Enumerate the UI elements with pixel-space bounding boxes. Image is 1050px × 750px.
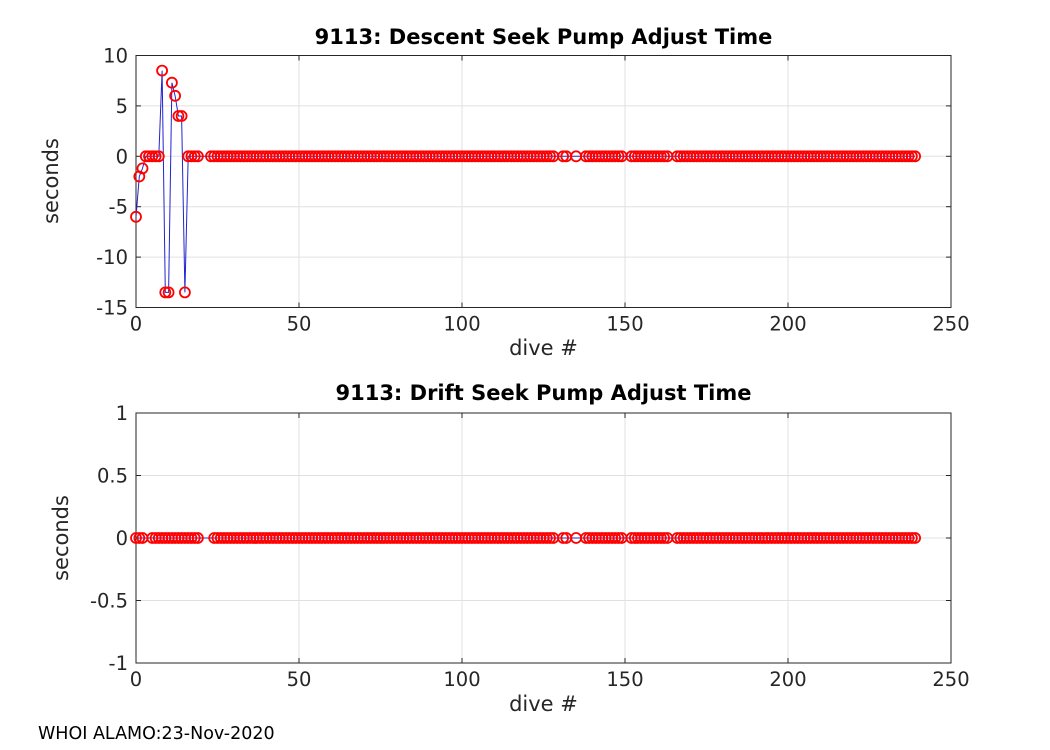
y-tick-label: -1 — [109, 652, 128, 675]
data-point-marker — [149, 150, 162, 163]
data-point-marker — [175, 110, 188, 122]
y-tick-label: -5 — [109, 196, 128, 219]
data-markers — [130, 532, 921, 544]
data-point-marker — [178, 286, 191, 299]
drift-y-axis-label: seconds — [49, 495, 73, 581]
x-tick-label: 150 — [606, 313, 643, 336]
drift-plot: 0 50 100 150 200 250 1 0.5 0 -0.5 -1 9113: Drift S… — [49, 381, 970, 716]
data-point-marker — [612, 150, 625, 163]
data-point-marker — [540, 150, 553, 163]
data-point-marker — [156, 64, 169, 77]
data-point-marker — [557, 532, 569, 544]
y-tick-label: 1 — [116, 402, 128, 425]
x-tick-label: 200 — [769, 668, 806, 691]
data-point-marker — [540, 532, 553, 544]
x-tick-label: 0 — [130, 313, 142, 336]
data-point-marker — [609, 150, 622, 163]
footer-watermark: WHOI ALAMO:23-Nov-2020 — [38, 724, 275, 744]
data-point-marker — [185, 150, 198, 163]
data-point-marker — [655, 150, 667, 163]
y-tick-label: 0 — [116, 527, 128, 550]
data-point-marker — [902, 150, 915, 163]
y-tick-label: -15 — [96, 297, 128, 320]
data-point-marker — [162, 286, 175, 299]
data-point-marker — [146, 150, 159, 163]
data-point-marker — [133, 532, 146, 544]
x-tick-label: 200 — [769, 313, 806, 336]
y-tick-label: 10 — [103, 45, 128, 68]
data-point-marker — [188, 150, 201, 163]
descent-y-axis-label: seconds — [39, 138, 63, 224]
drift-x-axis-label: dive # — [509, 692, 578, 716]
data-point-marker — [609, 532, 622, 544]
data-point-marker — [169, 89, 182, 102]
x-tick-label: 100 — [443, 668, 480, 691]
x-tick-label: 150 — [606, 668, 643, 691]
data-point-marker — [188, 532, 201, 544]
data-point-marker — [544, 150, 556, 163]
data-point-marker — [172, 110, 185, 122]
data-point-marker — [906, 532, 918, 544]
data-point-marker — [906, 150, 918, 163]
x-tick-label: 250 — [932, 313, 969, 336]
data-markers — [130, 64, 921, 299]
data-point-marker — [909, 532, 921, 544]
data-point-marker — [655, 532, 667, 544]
data-point-marker — [130, 532, 142, 544]
data-point-marker — [165, 76, 178, 89]
y-tick-label: 0 — [116, 145, 128, 168]
data-point-marker — [658, 150, 670, 163]
data-point-marker — [136, 162, 149, 175]
data-point-marker — [191, 150, 204, 163]
y-tick-label: 0.5 — [97, 465, 128, 488]
axis-box — [135, 55, 952, 308]
x-tick-label: 100 — [443, 313, 480, 336]
data-point-marker — [191, 532, 204, 544]
data-point-marker — [557, 150, 569, 163]
data-point-marker — [909, 150, 921, 163]
data-point-marker — [902, 532, 915, 544]
y-tick-label: 5 — [116, 95, 128, 118]
data-point-marker — [130, 210, 142, 223]
data-point-marker — [544, 532, 556, 544]
x-tick-label: 50 — [287, 668, 312, 691]
data-line — [135, 70, 916, 293]
x-tick-label: 50 — [287, 313, 312, 336]
x-tick-label: 250 — [932, 668, 969, 691]
data-point-marker — [152, 150, 165, 163]
data-point-marker — [185, 532, 198, 544]
y-tick-label: -10 — [96, 246, 128, 269]
drift-plot-title: 9113: Drift Seek Pump Adjust Time — [335, 381, 751, 405]
descent-plot-title: 9113: Descent Seek Pump Adjust Time — [315, 25, 773, 49]
x-tick-label: 0 — [130, 668, 142, 691]
descent-x-axis-label: dive # — [509, 336, 578, 360]
y-tick-label: -0.5 — [90, 590, 128, 613]
data-point-marker — [159, 286, 172, 299]
drift-plot-axes: 0 50 100 150 200 250 1 0.5 0 -0.5 -1 — [90, 402, 970, 691]
data-point-marker — [612, 532, 625, 544]
data-point-marker — [658, 532, 670, 544]
